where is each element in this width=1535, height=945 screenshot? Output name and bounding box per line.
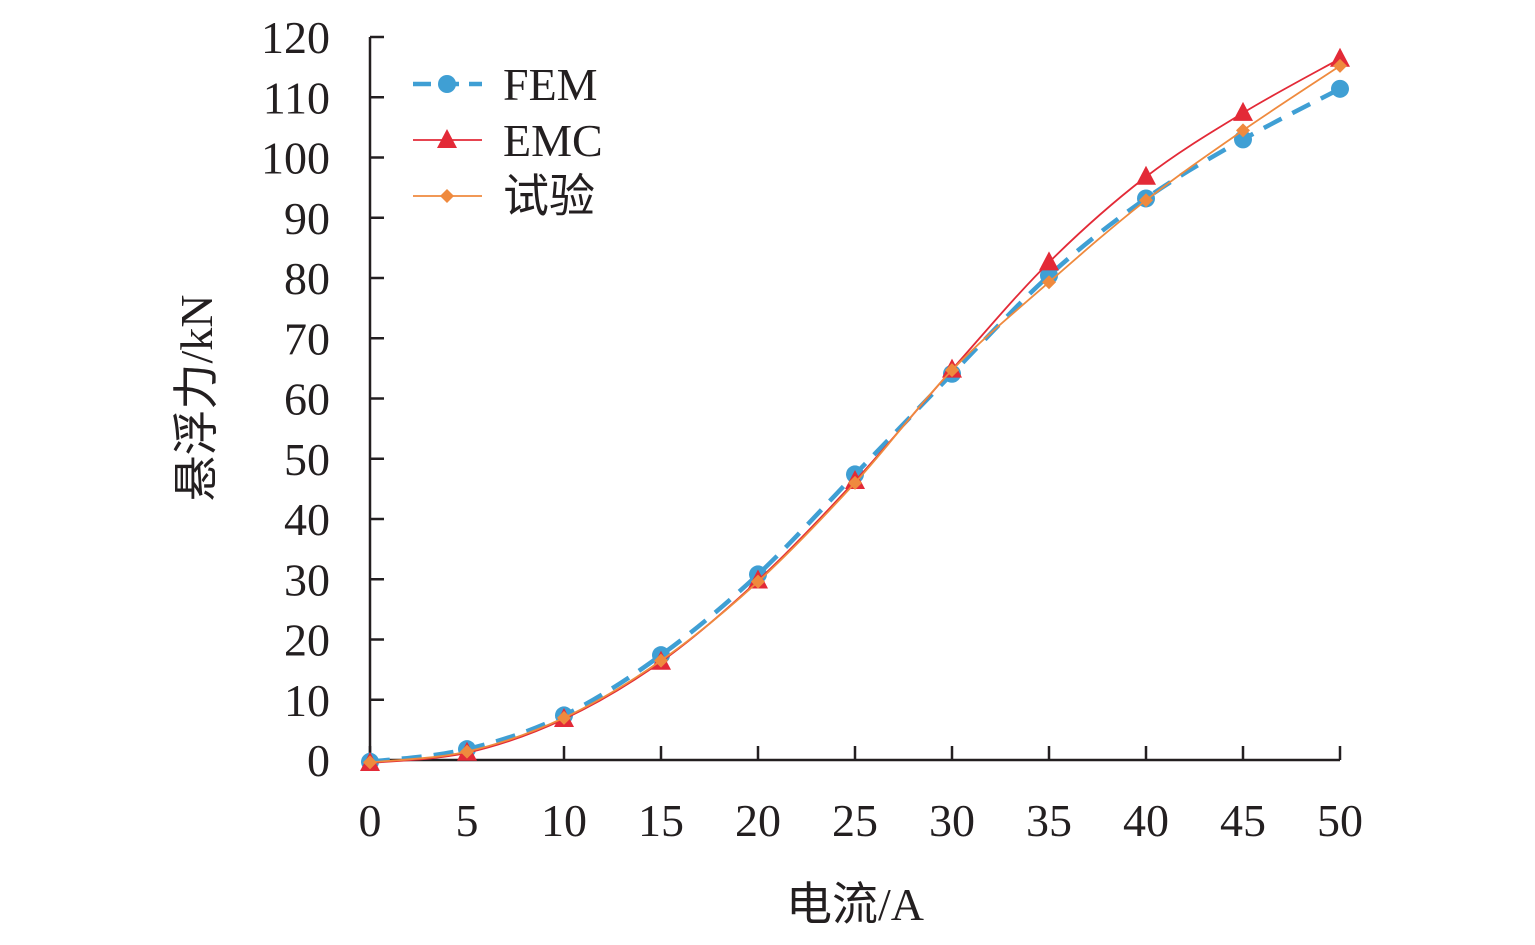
x-tick-label: 25 [832, 795, 878, 846]
legend-label: FEM [503, 59, 598, 110]
data-point [1136, 165, 1156, 185]
y-tick-label: 90 [284, 193, 330, 244]
y-tick-label: 110 [263, 72, 330, 123]
y-tick-label: 20 [284, 615, 330, 666]
series-line [369, 57, 1341, 764]
data-point [848, 475, 862, 490]
y-tick-label: 120 [261, 12, 330, 63]
x-tick-label: 45 [1220, 795, 1266, 846]
legend-item: EMC [413, 115, 603, 166]
data-point [1039, 251, 1059, 271]
data-point [1234, 130, 1252, 149]
data-point [1333, 58, 1347, 73]
data-point [460, 744, 474, 759]
data-point [1236, 123, 1250, 138]
data-point [1331, 79, 1349, 98]
y-tick-label: 10 [284, 675, 330, 726]
legend-label: 试验 [503, 171, 595, 222]
data-point [654, 653, 668, 668]
x-tick-label: 50 [1317, 795, 1363, 846]
data-point [363, 755, 377, 770]
legend-marker [440, 189, 454, 203]
y-tick-label: 60 [284, 374, 330, 425]
data-point [1042, 275, 1056, 290]
legend-item: 试验 [413, 171, 595, 222]
x-tick-label: 10 [541, 795, 587, 846]
x-tick-label: 0 [359, 795, 382, 846]
legend-label: EMC [503, 115, 603, 166]
legend-marker [437, 129, 457, 148]
data-point [1139, 193, 1153, 208]
x-tick-label: 15 [638, 795, 684, 846]
series-3 [363, 58, 1347, 770]
data-point [945, 363, 959, 378]
y-tick-label: 0 [307, 735, 330, 786]
x-tick-label: 35 [1026, 795, 1072, 846]
y-tick-label: 100 [261, 133, 330, 184]
legend-item: FEM [413, 59, 598, 110]
y-tick-label: 30 [284, 554, 330, 605]
legend-marker [438, 75, 456, 93]
x-tick-label: 30 [929, 795, 975, 846]
y-axis-title: 悬浮力/kN [171, 295, 222, 502]
x-tick-label: 40 [1123, 795, 1169, 846]
series-line [369, 65, 1341, 764]
x-tick-label: 5 [456, 795, 479, 846]
y-tick-label: 50 [284, 434, 330, 485]
x-tick-label: 20 [735, 795, 781, 846]
y-tick-label: 80 [284, 253, 330, 304]
data-point [557, 710, 571, 725]
series-layer [360, 47, 1350, 772]
axes: 0 10 20 30 40 50 60 70 80 90 100 110 120 0 5 10 15 20 25 30… [261, 12, 1363, 846]
data-point [1330, 47, 1350, 67]
data-point [1233, 101, 1253, 121]
x-axis-title: 电流/A [786, 879, 924, 930]
y-tick-label: 70 [284, 313, 330, 364]
data-point [751, 574, 765, 589]
y-tick-label: 40 [284, 494, 330, 545]
